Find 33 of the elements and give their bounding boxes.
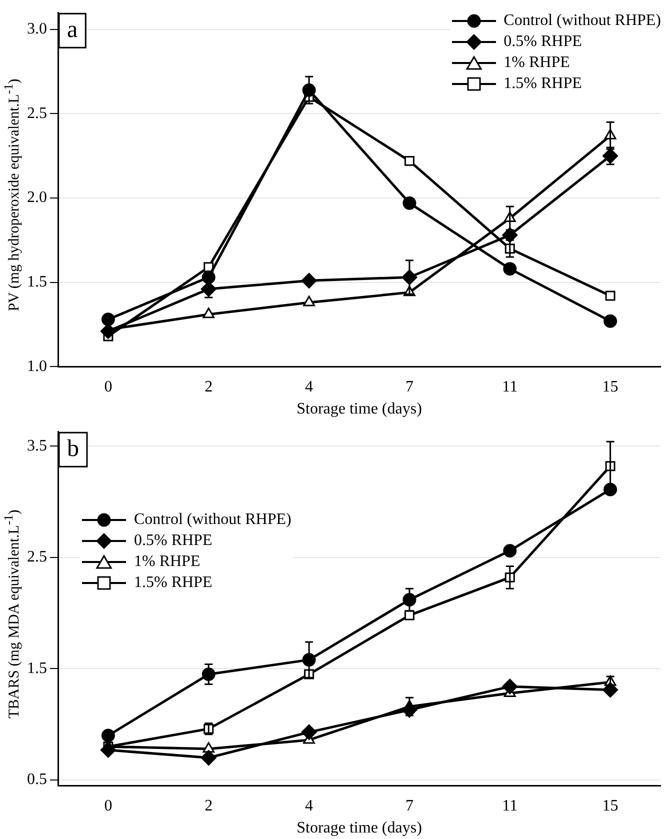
legend-label: Control (without RHPE) [134, 510, 292, 530]
x-axis-title: Storage time (days) [296, 400, 422, 418]
x-tick-label: 7 [405, 797, 414, 814]
x-tick-label: 15 [602, 797, 618, 814]
x-tick-label: 0 [104, 797, 112, 814]
legend-label: 1% RHPE [504, 53, 570, 73]
annotation: b [67, 436, 79, 462]
y-tick-label: 2.5 [27, 548, 47, 566]
y-tick-label: 1.5 [27, 274, 47, 291]
x-tick-label: 2 [204, 378, 213, 396]
legend-label: 1.5% RHPE [504, 74, 582, 94]
x-tick-label: 11 [502, 378, 518, 396]
annotation: a [67, 16, 78, 43]
legend-label: 1% RHPE [134, 552, 200, 572]
y-tick-label: 1.0 [27, 358, 47, 375]
x-tick-label: 4 [305, 797, 314, 814]
legend-label: 1.5% RHPE [134, 573, 212, 593]
y-tick-label: 2.5 [27, 104, 47, 122]
y-tick-label: 3.0 [27, 20, 47, 38]
x-tick-label: 2 [204, 797, 213, 814]
y-tick-label: 0.5 [27, 771, 47, 788]
y-tick-label: 2.0 [27, 189, 47, 206]
legend-label: 0.5% RHPE [504, 32, 582, 52]
legend-label: 0.5% RHPE [134, 531, 212, 551]
x-tick-label: 7 [405, 378, 414, 396]
x-tick-label: 4 [305, 378, 314, 396]
legend-label: Control (without RHPE) [504, 11, 661, 31]
x-tick-label: 0 [104, 378, 112, 396]
x-tick-label: 15 [602, 378, 618, 396]
x-tick-label: 11 [502, 797, 518, 814]
y-tick-label: 1.5 [27, 660, 47, 677]
x-axis-title: Storage time (days) [296, 820, 422, 837]
y-tick-label: 3.5 [27, 437, 47, 454]
